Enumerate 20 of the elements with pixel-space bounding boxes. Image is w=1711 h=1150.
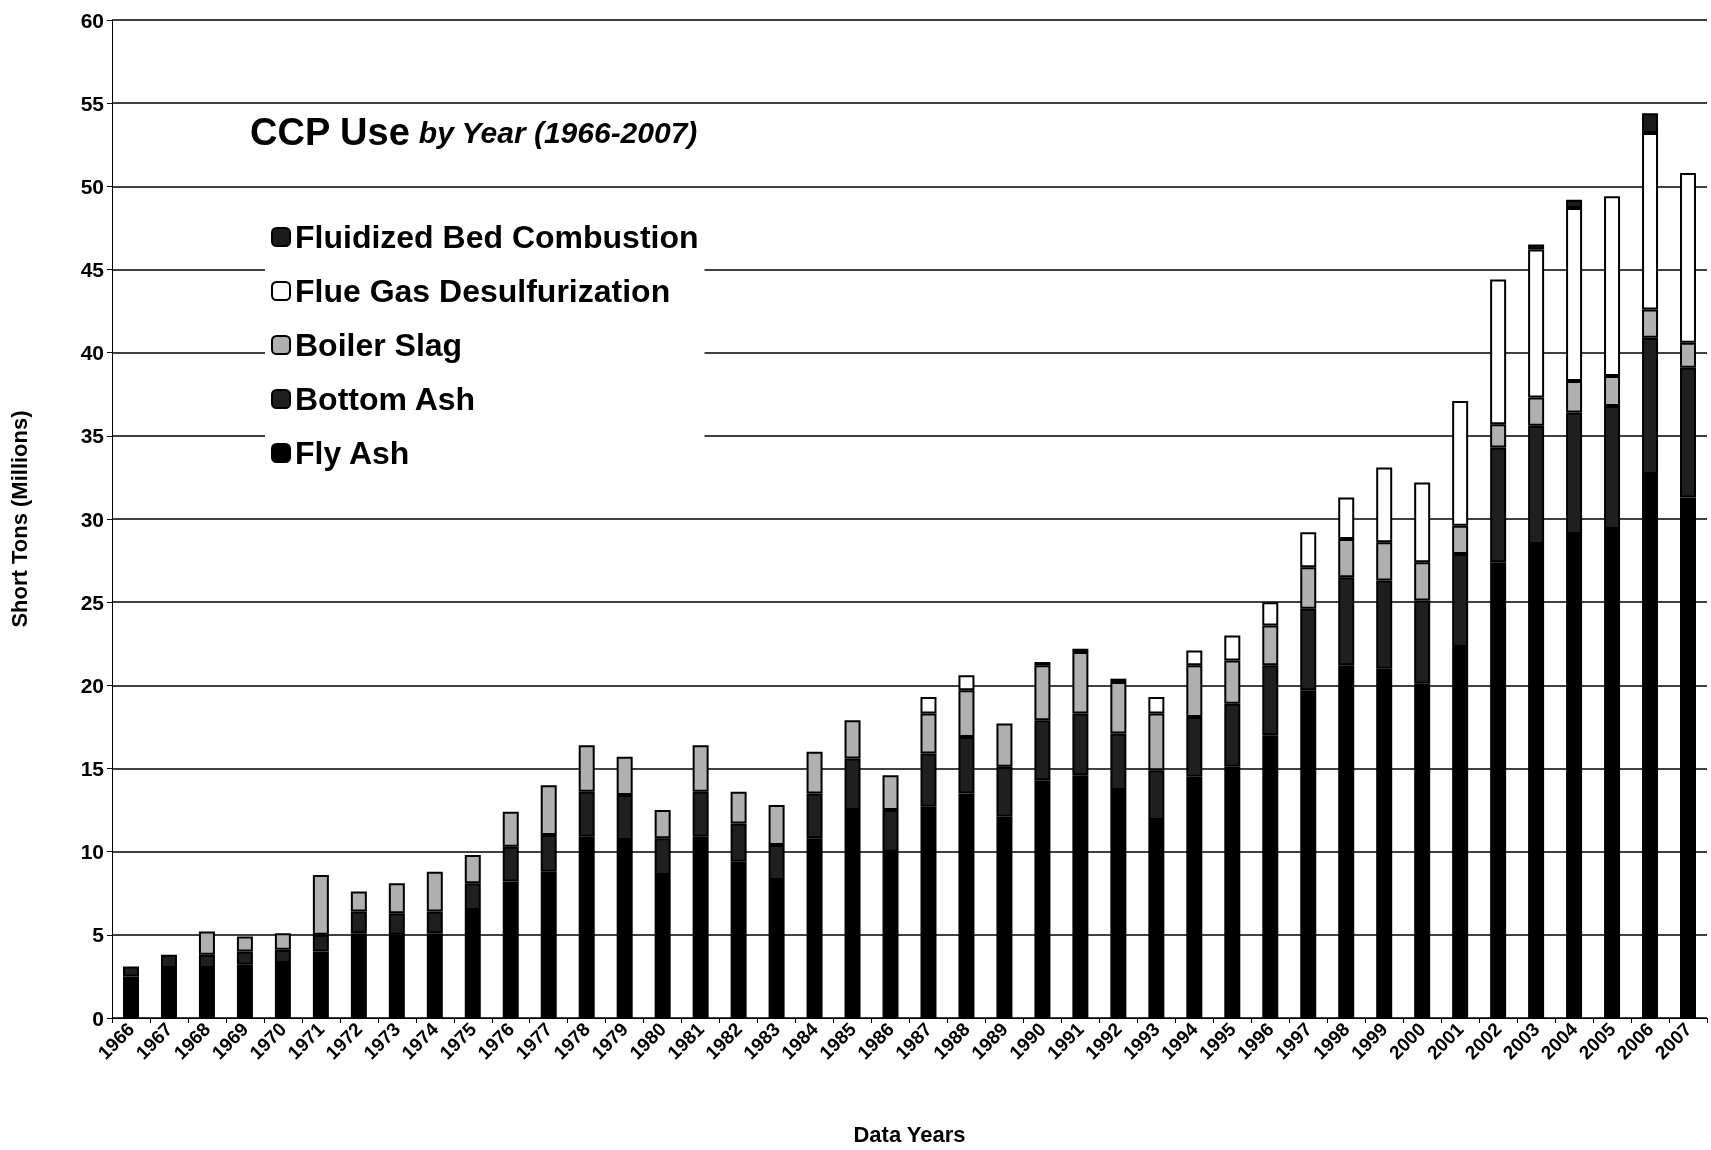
legend-label: Fluidized Bed Combustion [295,219,699,255]
y-tick-label: 25 [80,590,105,614]
y-tick-label: 45 [80,258,105,281]
y-tick-label: 40 [80,341,104,365]
y-tick-label: 60 [80,8,104,32]
text: CCP Use by Year (1966-2007) [250,111,698,153]
y-tick-label: 5 [92,923,105,947]
y-tick-label: 15 [80,757,105,780]
y-tick-label: 30 [80,507,104,531]
x-axis-title: Data Years [853,1121,966,1147]
legend-label: Boiler Slag [295,327,463,363]
y-axis-title: Short Tons (Millions) [6,410,32,628]
y-tick-label: 35 [80,424,105,448]
legend-label: Bottom Ash [295,381,476,417]
y-tick-label: 20 [80,673,104,697]
legend-label: Flue Gas Desulfurization [295,273,671,309]
legend-label: Fly Ash [295,435,410,471]
y-tick-label: 50 [80,174,104,198]
y-tick-label: 10 [80,840,104,864]
y-tick-label: 55 [80,91,105,115]
